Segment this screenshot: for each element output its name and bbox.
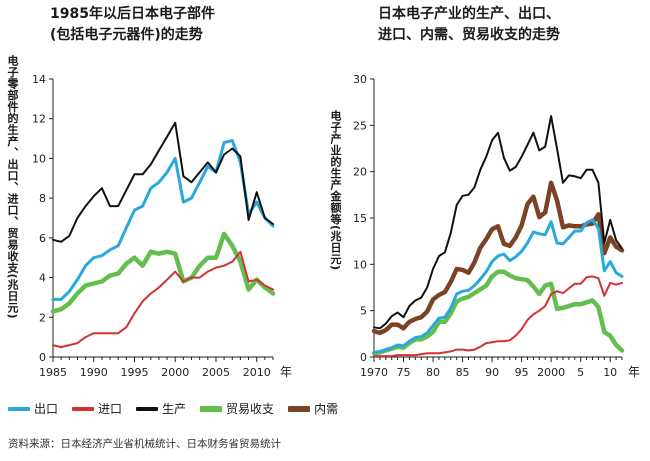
chart2-y-tick-label: 10 [353, 258, 367, 271]
chart2-series-export [372, 218, 624, 354]
chart1-series-export [51, 139, 275, 301]
legend-swatch-domestic-demand [288, 405, 311, 412]
chart2-y-tick-label: 0 [360, 351, 367, 364]
chart1-y-tick-label: 6 [39, 232, 46, 245]
chart2-x-tick-label: 90 [485, 366, 499, 379]
legend-label-export: 出口 [34, 402, 59, 416]
chart1-x-tick-label: 2010 [243, 366, 271, 379]
chart1-x-tick-label: 1990 [80, 366, 108, 379]
legend-label-import: 进口 [98, 402, 123, 416]
chart1-y-tick-label: 2 [39, 311, 46, 324]
chart2-x-tick-label: 5 [577, 366, 584, 379]
chart2-x-tick-label: 85 [456, 366, 470, 379]
chart1-x-tick-label: 2005 [202, 366, 230, 379]
chart2-y-tick-label: 15 [353, 212, 367, 225]
chart2-y-tick-label: 30 [353, 73, 367, 86]
chart2-y-tick-label: 5 [360, 305, 367, 318]
legend-label-trade-balance: 贸易收支 [226, 402, 275, 416]
chart1-title-line-2: (包括电子元器件)的走势 [50, 27, 203, 43]
legend-swatch-production [136, 406, 159, 411]
legend-item-import: 进口 [72, 400, 122, 417]
chart1-y-tick-label: 14 [32, 73, 46, 86]
chart1-y-axis-label: 电子零部件的生产、出口、进口、贸易收支(兆日元) [6, 55, 19, 320]
chart1-series-import [52, 250, 274, 349]
chart2-x-tick-label: 80 [426, 366, 440, 379]
source-note: 资料来源：日本经济产业省机械统计、日本财务省贸易统计 [8, 438, 281, 450]
chart2-series-trade-balance [371, 269, 625, 356]
chart1-x-tick-label: 2000 [161, 366, 189, 379]
chart1-x-tick-label: 1985 [39, 366, 67, 379]
chart1-series-trade-balance [50, 231, 276, 314]
chart1-y-tick-label: 12 [32, 113, 46, 126]
chart1-y-tick-label: 4 [39, 272, 46, 285]
chart2-title: 日本电子产业的生产、出口、 进口、内需、贸易收支的走势 [378, 4, 560, 46]
chart1-x-unit: 年 [280, 365, 293, 379]
chart2-title-line-1: 日本电子产业的生产、出口、 [378, 6, 560, 22]
chart2-x-tick-label: 10 [603, 366, 617, 379]
chart2-y-tick-label: 25 [353, 119, 367, 132]
chart2-x-tick-label: 95 [515, 366, 529, 379]
chart2-series-production [373, 115, 623, 330]
legend-swatch-import [72, 406, 95, 411]
legend-swatch-export [8, 406, 30, 411]
legend-item-export: 出口 [8, 400, 58, 417]
chart1-y-tick-label: 10 [32, 152, 46, 165]
chart1-x-tick-label: 1995 [120, 366, 148, 379]
chart2-title-line-2: 进口、内需、贸易收支的走势 [378, 27, 560, 43]
legend-item-production: 生产 [136, 400, 186, 417]
legend-item-trade-balance: 贸易收支 [200, 400, 274, 417]
legend-swatch-trade-balance [200, 405, 223, 412]
chart2-x-tick-label: 2000 [537, 366, 565, 379]
chart2-series-domestic-demand [371, 180, 625, 336]
chart1-y-tick-label: 0 [39, 351, 46, 364]
chart1-title: 1985年以后日本电子部件 (包括电子元器件)的走势 [50, 4, 215, 46]
chart1-y-tick-label: 8 [39, 192, 46, 205]
legend: 出口 进口 生产 贸易收支 内需 [8, 400, 352, 417]
legend-label-production: 生产 [162, 402, 187, 416]
chart2-y-tick-label: 20 [353, 166, 367, 179]
legend-label-domestic-demand: 内需 [314, 402, 339, 416]
chart2-x-tick-label: 75 [397, 366, 411, 379]
chart2-series-import [373, 275, 623, 358]
chart2-y-axis-label: 电子产业的生产金额等(兆日元) [329, 110, 342, 271]
chart1-series-production [52, 121, 274, 243]
chart2-x-unit: 年 [628, 365, 641, 379]
chart1-title-line-1: 1985年以后日本电子部件 [50, 6, 215, 22]
chart2-x-tick-label: 1970 [360, 366, 388, 379]
legend-item-domestic-demand: 内需 [288, 400, 338, 417]
